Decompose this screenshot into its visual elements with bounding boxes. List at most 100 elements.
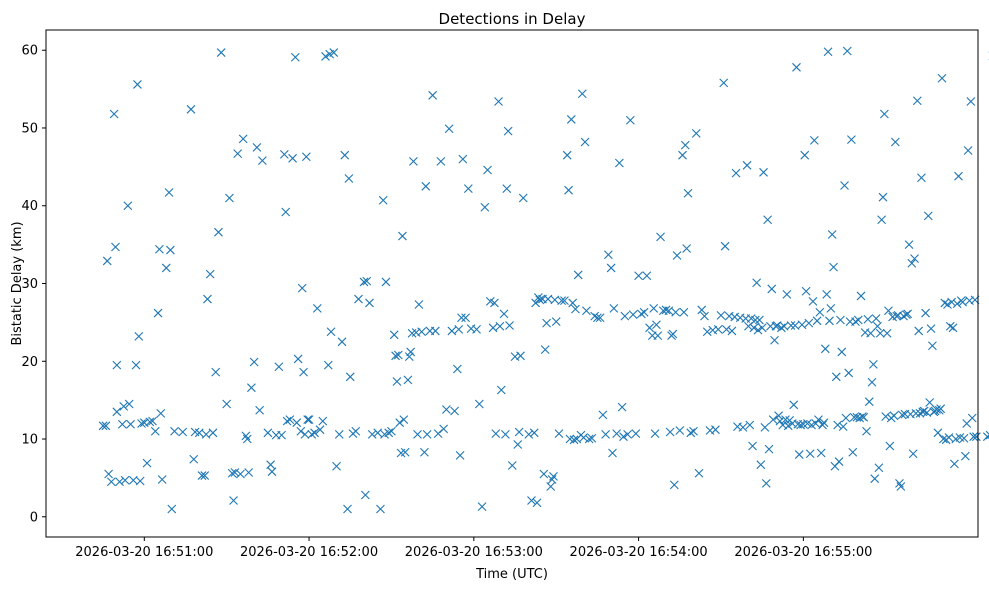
data-point: [881, 412, 891, 421]
data-markers: [98, 46, 989, 514]
data-point: [912, 96, 922, 106]
data-point: [433, 429, 443, 438]
data-point: [131, 360, 141, 370]
data-point: [720, 241, 730, 251]
data-point: [967, 413, 977, 423]
data-point: [535, 295, 545, 305]
data-point: [362, 276, 372, 286]
data-point: [805, 449, 815, 459]
data-point: [247, 383, 256, 393]
data-point: [135, 476, 145, 486]
data-point: [811, 419, 821, 428]
data-point: [153, 308, 163, 318]
data-point: [753, 325, 763, 335]
data-point: [874, 463, 884, 473]
data-point: [969, 432, 978, 442]
data-point: [134, 331, 144, 341]
x-axis: 2026-03-20 16:51:00 2026-03-20 16:52:00 20…: [75, 537, 872, 560]
data-point: [792, 62, 801, 72]
data-point: [367, 429, 377, 439]
data-point: [126, 419, 135, 429]
data-point: [203, 294, 212, 304]
data-point: [831, 372, 841, 382]
data-point: [631, 429, 641, 438]
data-point: [686, 428, 696, 438]
data-point: [925, 398, 935, 407]
data-point: [413, 429, 422, 439]
data-point: [312, 303, 322, 313]
data-point: [142, 458, 152, 468]
data-point: [507, 461, 517, 470]
data-point: [919, 406, 929, 416]
data-point: [577, 89, 587, 99]
data-point: [936, 404, 946, 414]
data-point: [889, 411, 899, 421]
data-point: [557, 296, 567, 305]
data-point: [689, 426, 698, 436]
data-point: [882, 328, 892, 338]
data-point: [812, 316, 822, 326]
data-point: [625, 115, 635, 125]
data-point: [255, 405, 265, 415]
data-point: [303, 415, 313, 424]
data-point: [822, 289, 832, 299]
y-tick-label: 30: [21, 277, 38, 292]
data-point: [786, 321, 796, 330]
data-point: [958, 297, 968, 307]
data-point: [551, 317, 561, 326]
data-point: [650, 429, 660, 438]
data-point: [119, 401, 129, 411]
data-point: [875, 328, 885, 338]
data-point: [376, 504, 385, 514]
data-point: [516, 351, 525, 361]
data-point: [326, 327, 336, 337]
data-point: [809, 136, 819, 145]
data-point: [290, 52, 300, 62]
data-point: [867, 377, 877, 387]
data-point: [241, 431, 251, 441]
data-point: [242, 434, 252, 444]
data-point: [387, 426, 396, 436]
plot-area: [45, 29, 989, 538]
y-tick-label: 10: [21, 433, 38, 448]
data-point: [745, 420, 755, 430]
data-point: [879, 109, 889, 119]
y-tick-label: 20: [21, 355, 38, 370]
data-point: [505, 321, 514, 330]
data-point: [340, 150, 350, 160]
data-point: [928, 341, 937, 351]
data-point: [864, 397, 874, 407]
data-point: [837, 347, 847, 357]
data-point: [664, 306, 674, 316]
data-point: [170, 426, 179, 436]
data-point: [514, 427, 524, 437]
data-point: [315, 425, 325, 435]
data-point: [282, 416, 292, 426]
data-point: [564, 185, 573, 195]
y-tick-label: 40: [21, 199, 38, 214]
data-point: [406, 347, 416, 357]
data-point: [838, 422, 848, 431]
data-point: [700, 311, 709, 321]
data-point: [921, 308, 930, 318]
data-point: [595, 313, 605, 323]
data-point: [249, 357, 259, 367]
data-point: [820, 344, 830, 354]
data-point: [844, 368, 854, 378]
data-point: [123, 201, 133, 211]
data-point: [619, 432, 628, 442]
data-point: [801, 286, 811, 296]
data-point: [450, 406, 459, 416]
data-point: [157, 475, 167, 484]
data-point: [834, 457, 844, 466]
data-point: [682, 244, 692, 253]
data-point: [770, 335, 779, 345]
data-point: [488, 323, 498, 333]
data-point: [414, 300, 424, 309]
data-point: [748, 441, 757, 451]
data-point: [742, 160, 752, 170]
data-point: [711, 425, 720, 435]
data-point: [851, 317, 860, 326]
data-point: [593, 313, 602, 323]
data-point: [727, 326, 737, 336]
